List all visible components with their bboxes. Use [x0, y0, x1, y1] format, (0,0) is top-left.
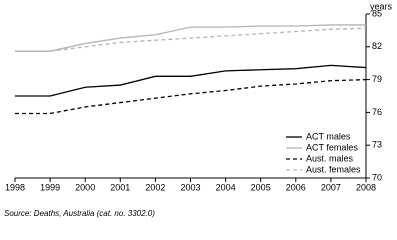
x-tick-label: 2006 [286, 182, 306, 192]
y-tick-label: 70 [372, 172, 382, 182]
legend-label: Aust. females [306, 164, 361, 174]
legend-box [282, 130, 364, 176]
x-tick-label: 1998 [5, 182, 25, 192]
y-tick-label: 73 [372, 140, 382, 150]
y-tick-label: 76 [372, 107, 382, 117]
series-line [15, 78, 367, 115]
y-tick-label: 79 [372, 74, 382, 84]
x-tick-label: 2002 [145, 182, 165, 192]
y-axis-unit: years [370, 1, 393, 11]
x-tick-label: 1999 [40, 182, 60, 192]
x-tick-label: 2003 [180, 182, 200, 192]
x-tick-label: 2000 [75, 182, 95, 192]
legend-label: ACT females [306, 142, 358, 152]
legend-label: ACT males [306, 131, 351, 141]
x-tick-label: 2008 [356, 182, 376, 192]
x-tick-label: 2001 [110, 182, 130, 192]
x-tick-label: 2007 [321, 182, 341, 192]
legend-label: Aust. males [306, 153, 354, 163]
x-tick-label: 2005 [251, 182, 271, 192]
y-tick-label: 82 [372, 41, 382, 51]
series-line [15, 24, 366, 52]
y-tick-label: 85 [372, 8, 382, 18]
source-note: Source: Deaths, Australia (cat. no. 3302… [4, 209, 155, 218]
chart: years Source: Deaths, Australia (cat. no… [4, 1, 393, 218]
series-line [15, 64, 367, 97]
x-tick-label: 2004 [216, 182, 236, 192]
series-line [15, 27, 367, 52]
